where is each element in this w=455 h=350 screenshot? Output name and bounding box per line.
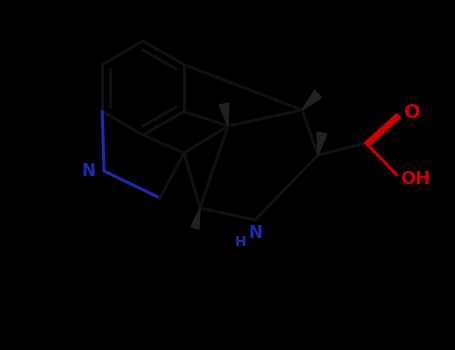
Polygon shape	[219, 103, 229, 126]
Text: OH: OH	[400, 170, 430, 188]
Polygon shape	[191, 208, 200, 229]
Text: O: O	[404, 104, 420, 122]
Text: H: H	[235, 235, 247, 249]
Polygon shape	[302, 90, 322, 110]
Text: N: N	[81, 162, 95, 180]
Polygon shape	[317, 132, 327, 155]
Text: N: N	[248, 224, 262, 242]
